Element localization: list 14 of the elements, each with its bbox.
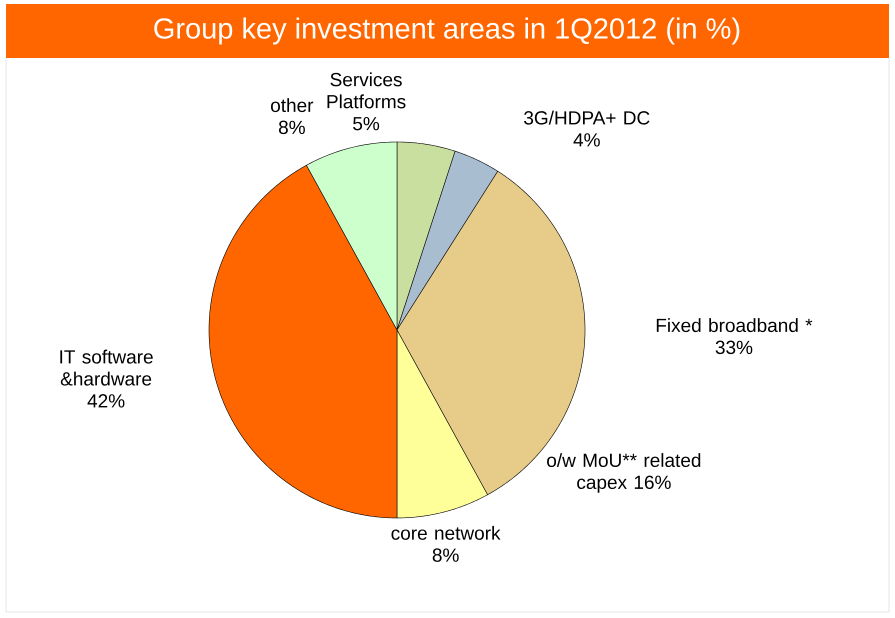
text: o/w MoU** related capex 16%: [547, 453, 700, 493]
slice-label: Fixed broadband *: [656, 318, 812, 332]
slice-label: 3G/HDPA+ DC: [524, 110, 650, 125]
slice-label: other: [270, 98, 314, 112]
data-label: 42%: [88, 394, 124, 408]
slice-label: Services Platforms: [328, 72, 406, 108]
slice-label: core network: [392, 526, 501, 540]
data-label: 8%: [278, 120, 305, 134]
slice-label: IT software &hardware: [60, 350, 153, 386]
data-label: 5%: [353, 116, 380, 130]
data-label: 4%: [573, 133, 600, 147]
chart-title: Group key investment areas in 1Q2012 (in %): [154, 17, 740, 44]
data-label: 8%: [432, 548, 459, 562]
data-label: 33%: [716, 340, 752, 354]
